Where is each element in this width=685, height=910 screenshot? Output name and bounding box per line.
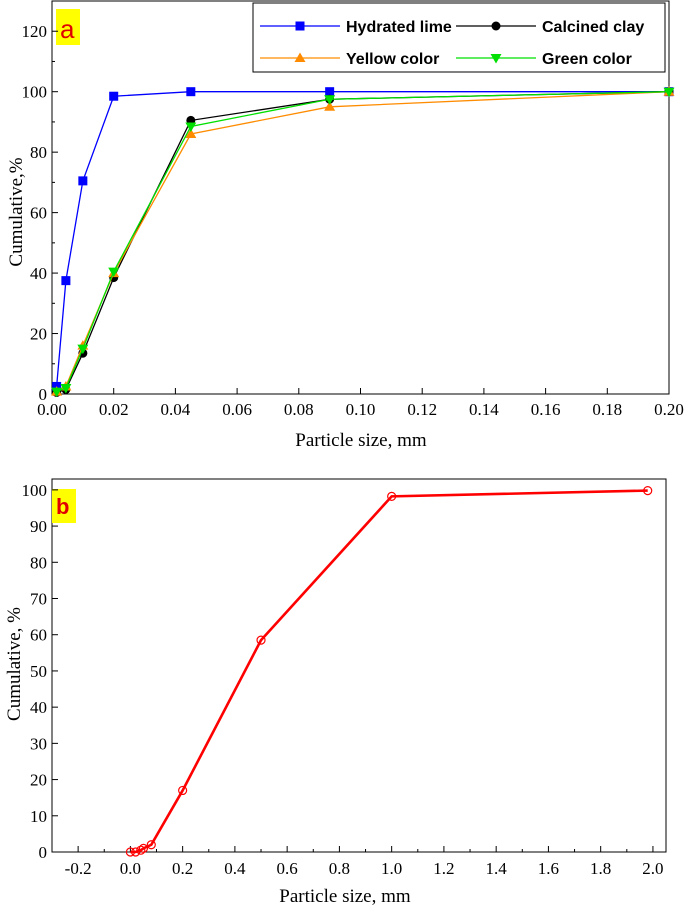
y-tick-label: 0 <box>39 843 48 862</box>
chart-b-plot-frame <box>51 478 667 853</box>
y-tick-label: 80 <box>30 553 47 572</box>
y-tick-label: 30 <box>30 734 47 753</box>
y-tick-label: 50 <box>30 662 47 681</box>
data-point <box>136 845 146 855</box>
y-tick-label: 90 <box>30 517 47 536</box>
data-point <box>125 847 135 857</box>
chart-a-series <box>51 86 675 398</box>
chart-b-series <box>125 485 653 857</box>
legend-marker <box>490 54 502 64</box>
data-point <box>146 840 156 850</box>
x-tick-label: 1.6 <box>538 859 559 878</box>
y-tick-label: 20 <box>30 325 47 344</box>
y-tick-label: 40 <box>30 698 47 717</box>
chart-a-ticks: 0.00 0.02 0.04 0.06 0.08 0.10 0.12 0.14 0.16 0.18… <box>22 22 684 419</box>
data-point <box>61 276 71 286</box>
data-point <box>186 87 196 97</box>
data-point <box>108 267 120 278</box>
x-tick-label: 0.00 <box>37 400 67 419</box>
chart-a: a 0.00 0.02 0.04 0.06 0.08 0.10 0.12 0.14 0.16 0.… <box>6 0 684 451</box>
series-line-2 <box>56 91 670 393</box>
x-tick-label: 0.2 <box>172 859 193 878</box>
chart-b-panel-tag-bg <box>52 489 76 523</box>
x-tick-label: 0.4 <box>224 859 246 878</box>
data-point <box>185 122 197 132</box>
data-point <box>256 635 266 645</box>
data-point <box>78 176 88 186</box>
data-point <box>178 785 188 796</box>
legend-label: Calcined clay <box>542 19 644 36</box>
x-tick-label: 1.0 <box>381 859 402 878</box>
chart-b-panel-tag: b <box>56 494 69 519</box>
chart-a-legend-box <box>252 2 666 73</box>
data-point <box>643 485 653 496</box>
y-tick-label: 60 <box>30 626 47 645</box>
data-point <box>138 843 149 853</box>
data-point <box>60 383 72 394</box>
y-tick-label: 70 <box>30 590 47 609</box>
data-point <box>77 344 89 355</box>
x-tick-label: 0.18 <box>592 400 622 419</box>
x-tick-label: 0.10 <box>346 400 376 419</box>
data-point <box>324 95 336 105</box>
x-tick-label: 1.8 <box>590 859 611 878</box>
data-point <box>324 101 336 111</box>
y-tick-label: 10 <box>30 807 47 826</box>
legend-label: Green color <box>542 51 632 68</box>
legend-marker <box>295 21 305 31</box>
chart-b: b -0.2 0.0 0.2 0.4 0.6 0.8 1.0 1.2 1.4 1.6 1.8 2.0 0… <box>4 478 667 907</box>
chart-b-xlabel: Particle size, mm <box>279 886 411 907</box>
y-tick-label: 100 <box>22 481 48 500</box>
data-point <box>325 87 335 97</box>
legend-marker <box>491 21 501 31</box>
y-tick-label: 100 <box>22 83 48 102</box>
x-tick-label: 0.12 <box>407 400 437 419</box>
x-tick-label: 0.6 <box>277 859 298 878</box>
x-tick-label: 1.4 <box>486 859 508 878</box>
x-tick-label: 0.04 <box>161 400 191 419</box>
y-tick-label: 60 <box>30 204 47 223</box>
legend-label: Yellow color <box>346 51 439 68</box>
x-tick-label: 0.14 <box>469 400 499 419</box>
y-tick-label: 40 <box>30 264 47 283</box>
series-line-1 <box>56 91 670 394</box>
data-point <box>185 128 197 139</box>
data-point <box>131 847 141 857</box>
x-tick-label: 0.0 <box>120 859 141 878</box>
chart-a-xlabel: Particle size, mm <box>295 430 427 451</box>
data-point <box>663 87 675 98</box>
series-line-3 <box>56 91 670 393</box>
x-tick-label: -0.2 <box>65 859 92 878</box>
y-tick-label: 0 <box>39 385 48 404</box>
y-tick-label: 20 <box>30 771 47 790</box>
x-tick-label: 0.16 <box>531 400 561 419</box>
chart-b-ticks: -0.2 0.0 0.2 0.4 0.6 0.8 1.0 1.2 1.4 1.6 1.8 2.0 0 10… <box>22 481 664 878</box>
x-tick-label: 0.8 <box>329 859 350 878</box>
y-tick-label: 80 <box>30 143 47 162</box>
x-tick-label: 0.20 <box>654 400 684 419</box>
x-tick-label: 0.02 <box>99 400 129 419</box>
series-line-0 <box>130 489 648 854</box>
x-tick-label: 2.0 <box>642 859 663 878</box>
chart-b-ylabel: Cumulative, % <box>4 607 25 721</box>
x-tick-label: 0.08 <box>284 400 314 419</box>
x-tick-label: 0.06 <box>222 400 252 419</box>
chart-a-ylabel: Cumulative,% <box>6 157 27 266</box>
data-point <box>51 387 63 398</box>
legend-marker <box>294 52 306 62</box>
y-tick-label: 120 <box>22 22 48 41</box>
data-point <box>387 491 397 501</box>
x-tick-label: 1.2 <box>433 859 454 878</box>
legend-label: Hydrated lime <box>346 19 452 36</box>
series-line-0 <box>55 91 669 387</box>
chart-a-panel-tag: a <box>60 14 75 44</box>
data-point <box>109 91 119 101</box>
chart-a-panel-tag-bg <box>56 9 80 45</box>
chart-a-legend: Hydrated lime Calcined clay Yellow color Gr… <box>260 19 644 68</box>
